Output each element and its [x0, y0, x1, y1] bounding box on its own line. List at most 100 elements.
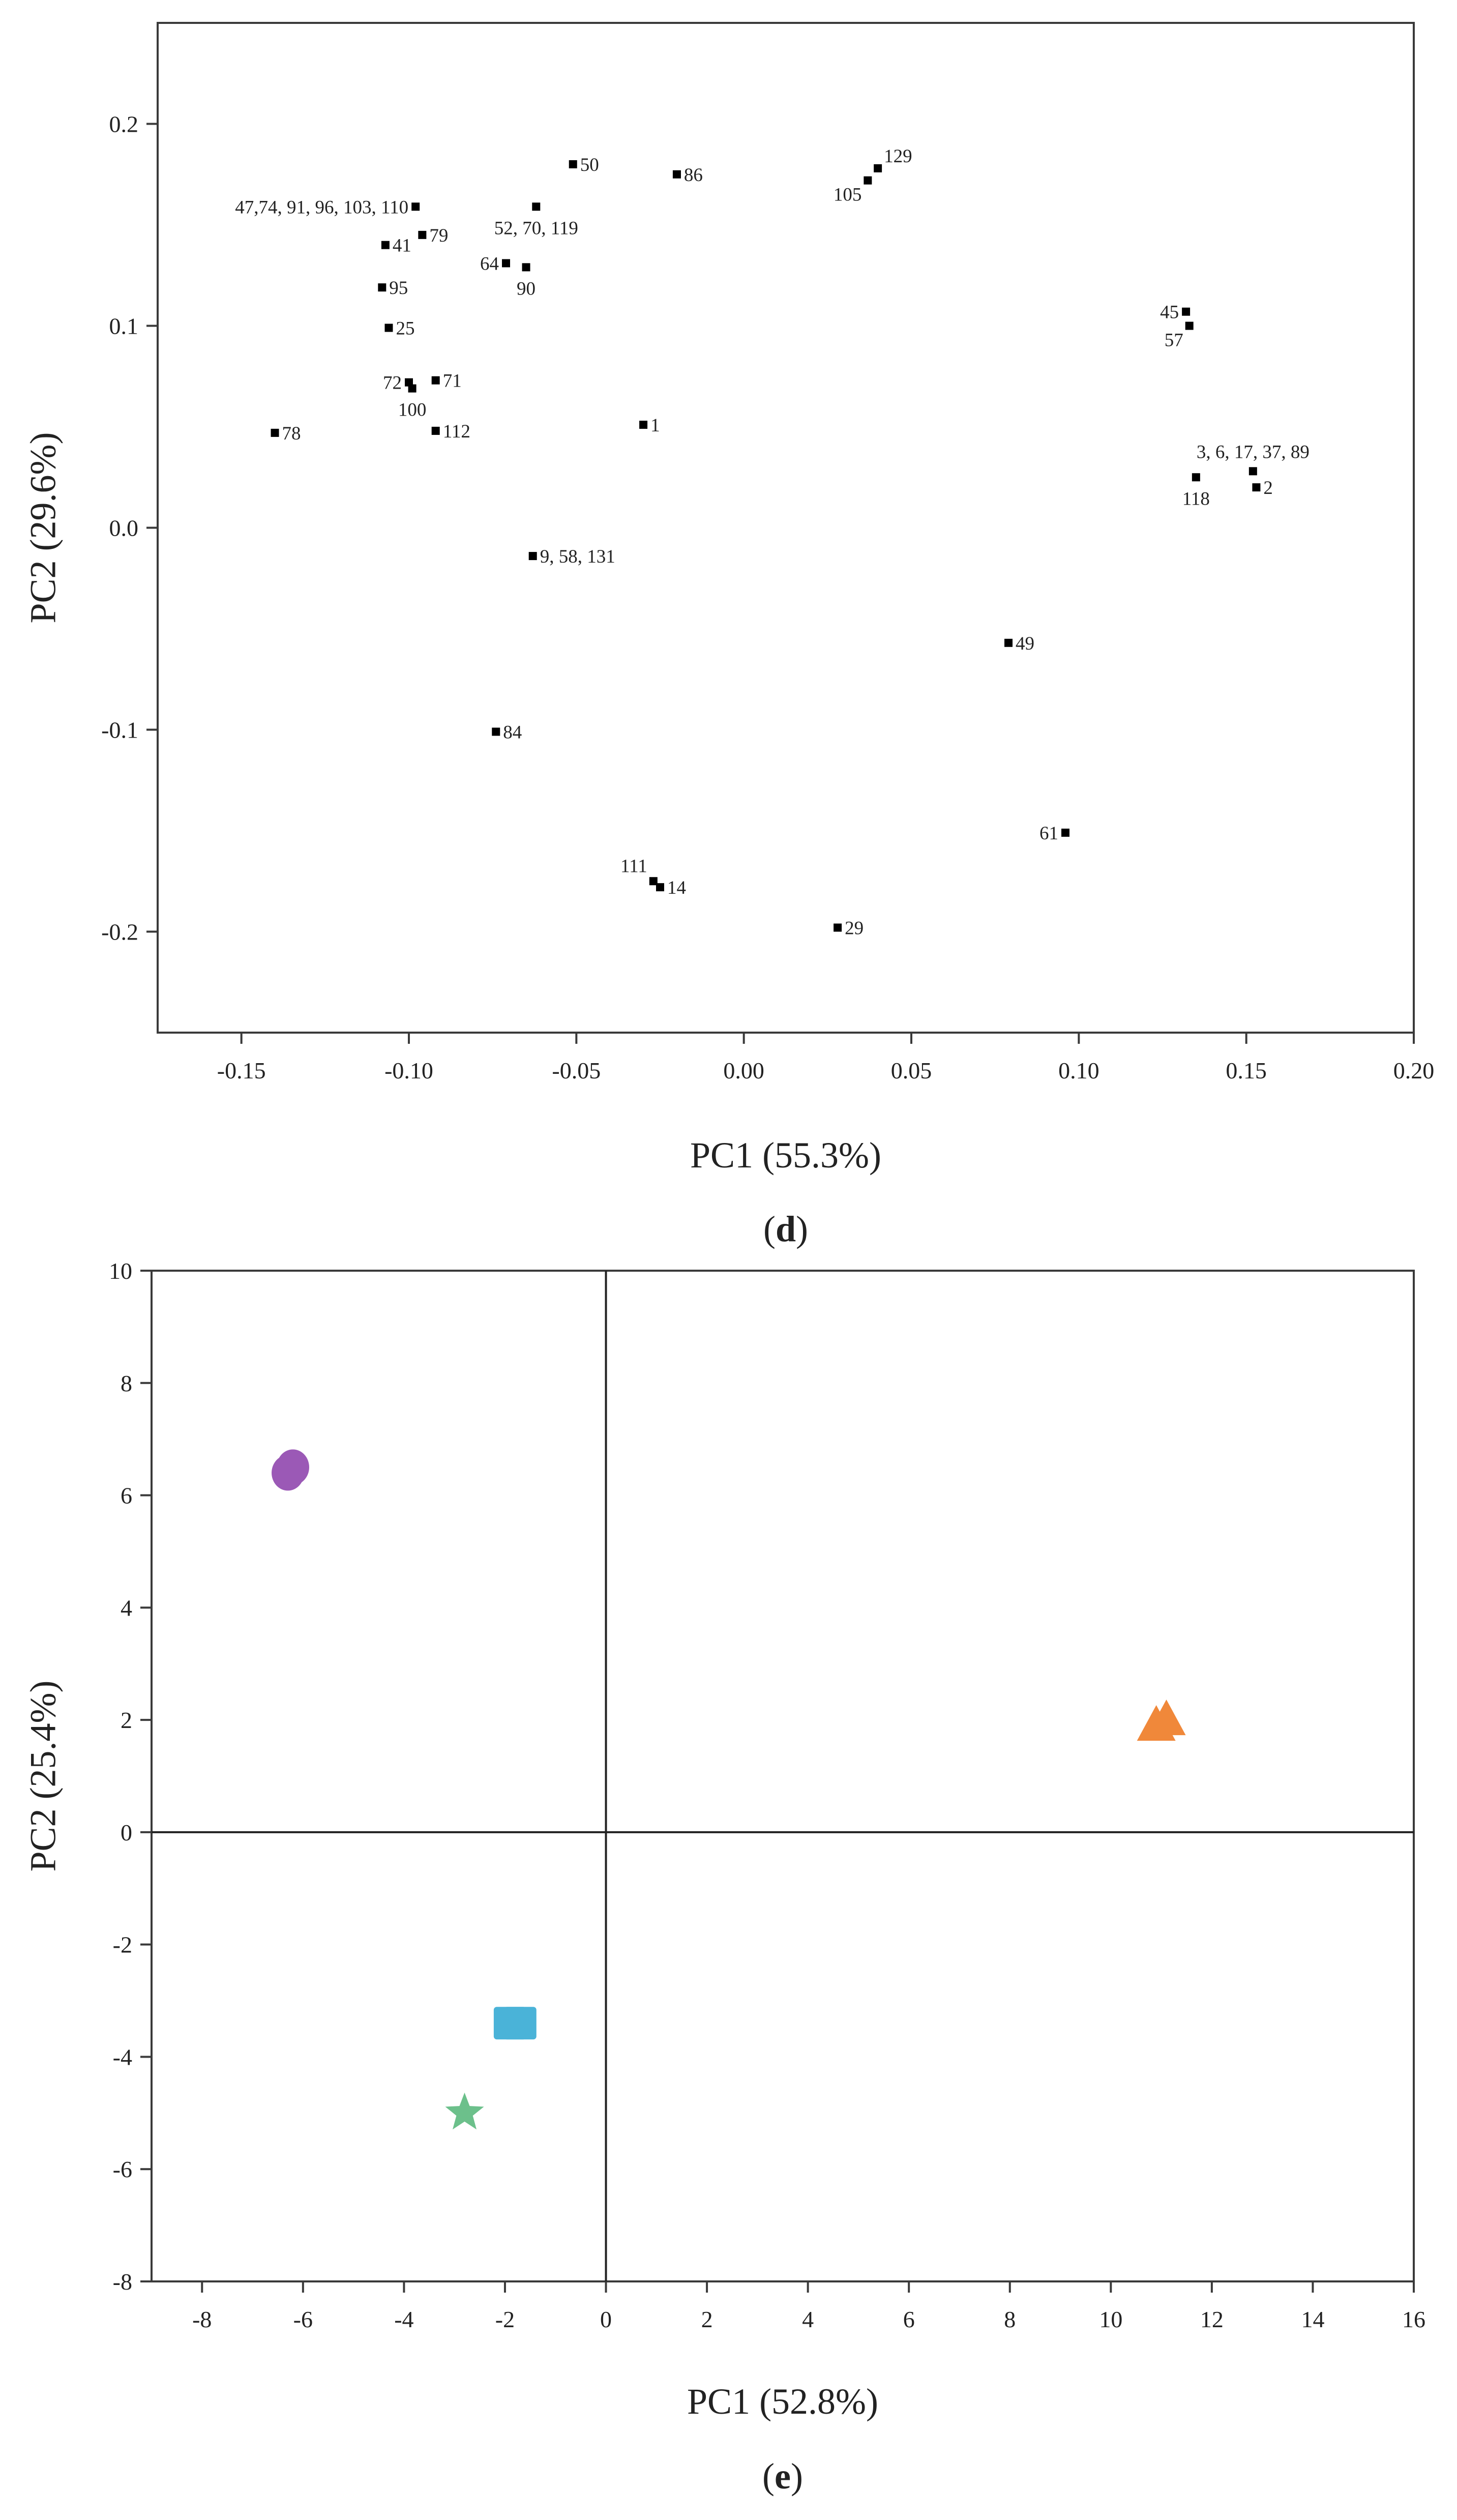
x-tick-label: 2 — [701, 2306, 713, 2332]
x-axis-title: PC1 (55.3%) — [690, 1135, 881, 1176]
data-point — [649, 877, 658, 886]
x-tick-label: 10 — [1099, 2306, 1122, 2332]
y-tick-label: 2 — [121, 1707, 132, 1733]
data-point — [502, 259, 511, 268]
panel-caption: (e) — [762, 2456, 803, 2497]
data-point — [532, 202, 541, 211]
point-label: 61 — [1039, 823, 1058, 844]
caption-letter: d — [776, 1209, 796, 1249]
point-label: 3, 6, 17, 37, 89 — [1197, 442, 1310, 462]
chart-panel-e: -8 -6 -4 -2 0 2 4 6 8 10 12 14 16 -8 -6 -4 -2 0 2 4 6 8 10 PC1 … — [23, 1258, 1425, 2497]
data-point — [431, 426, 440, 435]
point-label: 84 — [503, 722, 522, 743]
y-tick-label: 0 — [121, 1820, 132, 1845]
x-tick-label: -8 — [192, 2306, 212, 2332]
x-tick-label: 0.15 — [1226, 1058, 1267, 1083]
y-tick-label: -0.1 — [101, 717, 138, 743]
point-label: 41 — [393, 236, 411, 256]
point-label: 49 — [1016, 633, 1034, 654]
point-label: 79 — [429, 225, 448, 246]
data-point — [672, 170, 681, 179]
y-axis-title: PC2 (29.6%) — [23, 432, 64, 624]
point-label: 14 — [667, 877, 686, 898]
y-tick-label: -0.2 — [101, 919, 138, 945]
point-label: 57 — [1165, 330, 1183, 351]
point-label: 25 — [396, 318, 414, 339]
x-tick-label: 0.20 — [1393, 1058, 1435, 1083]
data-point — [381, 241, 390, 249]
caption-open: ( — [762, 2456, 775, 2497]
y-tick-label: -4 — [113, 2044, 132, 2070]
point-label: 1 — [650, 415, 660, 436]
x-tick-label: -0.15 — [217, 1058, 266, 1083]
x-tick-label: 8 — [1004, 2306, 1016, 2332]
data-point — [408, 384, 417, 393]
y-tick-label: -6 — [113, 2156, 132, 2182]
data-point — [378, 283, 386, 292]
point-label: 129 — [884, 146, 912, 167]
data-point — [1182, 307, 1191, 316]
point-label: 72 — [383, 373, 402, 394]
x-tick-label: 0.10 — [1058, 1058, 1099, 1083]
point-label: 47,74, 91, 96, 103, 110 — [235, 197, 408, 218]
data-point — [1004, 638, 1013, 647]
data-point — [1061, 828, 1069, 837]
data-point — [1248, 467, 1257, 476]
y-tick-label: -2 — [113, 1932, 132, 1958]
data-point — [411, 202, 420, 211]
data-point — [834, 923, 842, 932]
y-axis-title: PC2 (25.4%) — [23, 1681, 64, 1872]
x-tick-label: 0.00 — [723, 1058, 764, 1083]
data-point — [656, 883, 664, 892]
x-tick-label: -2 — [495, 2306, 515, 2332]
point-label: 100 — [398, 400, 427, 421]
point-label: 52, 70, 119 — [494, 218, 578, 239]
point-label: 45 — [1160, 302, 1179, 323]
point-label: 29 — [845, 918, 864, 939]
point-label: 105 — [834, 185, 862, 206]
x-tick-label: -0.05 — [552, 1058, 601, 1083]
y-tick-label: 10 — [109, 1258, 132, 1284]
y-tick-label: -8 — [113, 2269, 132, 2295]
y-tick-label: 0.2 — [109, 111, 139, 137]
chart-panel-d: -0.15 -0.10 -0.05 0.00 0.05 0.10 0.15 0.20 -0.2 -… — [23, 22, 1435, 1249]
x-tick-label: -4 — [394, 2306, 413, 2332]
circle-marker — [276, 1449, 309, 1485]
x-tick-label: -0.10 — [384, 1058, 433, 1083]
point-label: 95 — [389, 278, 408, 299]
plot-frame — [151, 1270, 1415, 2282]
y-tick-label: 4 — [121, 1595, 132, 1621]
square-marker — [503, 2007, 537, 2040]
data-point — [874, 164, 882, 172]
data-point — [1252, 483, 1261, 492]
data-point — [1185, 321, 1194, 330]
data-point — [569, 160, 577, 168]
x-tick-label: 4 — [802, 2306, 814, 2332]
caption-close: ) — [791, 2456, 803, 2497]
triangle-marker — [1147, 1699, 1186, 1736]
x-tick-label: 0 — [600, 2306, 612, 2332]
caption-letter: e — [775, 2456, 791, 2497]
x-tick-label: -6 — [293, 2306, 313, 2332]
point-label: 111 — [620, 856, 647, 876]
data-point — [522, 263, 530, 272]
point-label: 2 — [1263, 478, 1273, 499]
star-marker — [445, 2092, 484, 2130]
x-tick-label: 0.05 — [891, 1058, 932, 1083]
data-point — [418, 230, 427, 239]
caption-close: ) — [796, 1209, 808, 1249]
data-point — [384, 324, 393, 332]
x-tick-label: 6 — [903, 2306, 915, 2332]
point-label: 50 — [580, 155, 599, 175]
y-tick-label: 6 — [121, 1483, 132, 1509]
point-label: 90 — [517, 278, 536, 299]
y-tick-label: 0.0 — [109, 515, 139, 541]
data-point — [639, 421, 648, 429]
point-label: 64 — [480, 253, 499, 274]
data-point — [1192, 473, 1200, 482]
data-point — [492, 727, 500, 736]
point-label: 118 — [1182, 488, 1210, 509]
point-label: 71 — [443, 371, 462, 392]
caption-open: ( — [763, 1209, 776, 1249]
